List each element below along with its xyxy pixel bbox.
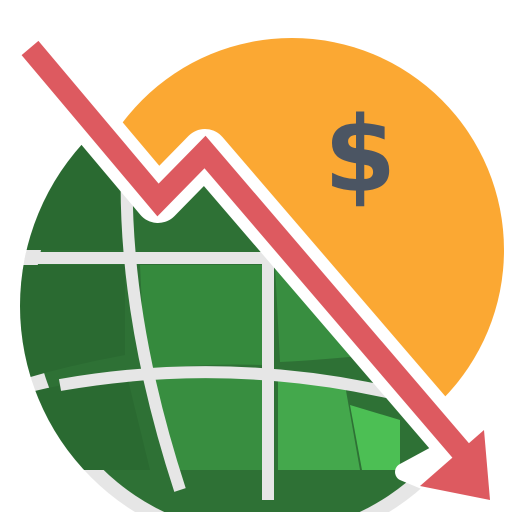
arrow-shaft [21,40,471,460]
arrow-head [420,430,490,500]
downtrend-arrow-icon [7,25,509,512]
dollar-sign-icon: $ [324,94,396,216]
